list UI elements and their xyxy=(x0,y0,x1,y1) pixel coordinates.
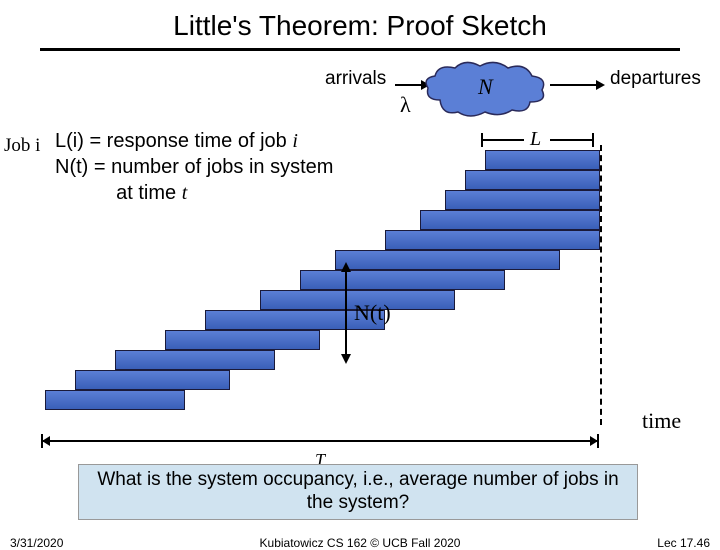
arrow-out-icon xyxy=(550,78,605,90)
footer-credit: Kubiatowicz CS 162 © UCB Fall 2020 xyxy=(0,536,720,550)
job-bar xyxy=(420,210,600,230)
Nt-arrow-icon xyxy=(338,262,354,364)
footer-page: Lec 17.46 xyxy=(657,536,710,550)
job-i-label: Job i xyxy=(4,135,40,157)
T-bracket-icon xyxy=(40,432,600,452)
job-bar xyxy=(335,250,560,270)
Nt-label: N(t) xyxy=(354,300,391,326)
arrivals-label: arrivals xyxy=(325,68,386,90)
question-box: What is the system occupancy, i.e., aver… xyxy=(78,464,638,520)
dashed-boundary-icon xyxy=(600,145,602,425)
lambda-label: λ xyxy=(400,92,411,118)
job-bar xyxy=(165,330,320,350)
diagram-area: arrivals N departures λ Job i L(i) = res… xyxy=(0,50,720,470)
slide-title: Little's Theorem: Proof Sketch xyxy=(0,0,720,42)
departures-label: departures xyxy=(610,68,701,90)
time-axis-label: time xyxy=(642,408,681,434)
job-bar xyxy=(485,150,600,170)
job-bar xyxy=(300,270,505,290)
job-bar xyxy=(465,170,600,190)
job-bar xyxy=(45,390,185,410)
job-bar xyxy=(75,370,230,390)
job-bar xyxy=(115,350,275,370)
job-bar xyxy=(385,230,600,250)
cloud-N-label: N xyxy=(478,74,493,100)
job-bar xyxy=(445,190,600,210)
